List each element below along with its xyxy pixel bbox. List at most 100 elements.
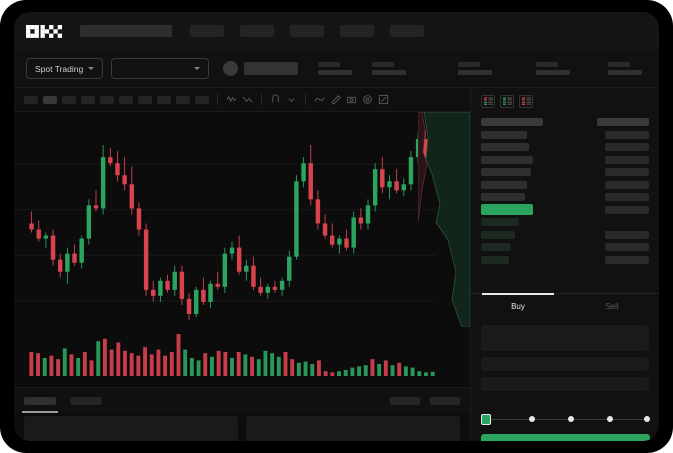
price-chart[interactable] [14,112,470,387]
tab-buy[interactable]: Buy [471,292,565,319]
both-icon[interactable] [481,95,495,108]
slider-stop-50[interactable] [568,416,574,422]
toolbar-divider [217,94,218,105]
market-stat-label [458,62,481,67]
market-stat-1 [372,62,407,75]
market-stat-label [536,62,559,67]
fullscreen-icon[interactable] [378,94,389,105]
bottom-tab-1[interactable] [70,396,102,405]
indicator-icon[interactable] [226,94,237,105]
orderbook-row[interactable] [481,179,649,192]
slider-stop-25[interactable] [529,416,535,422]
orderbook-amount [605,168,649,177]
orderbook-row[interactable] [481,191,649,204]
pair-price-value [244,62,299,75]
nav-item-3[interactable] [340,25,374,37]
trading-mode-selector[interactable]: Spot Trading [26,58,104,79]
timeframe-button-9[interactable] [195,95,209,104]
bottom-action-0[interactable] [390,396,420,405]
market-stat-value [318,70,353,75]
toolbar-divider [261,94,262,105]
orderbook-amount [605,205,649,214]
nav-item-2[interactable] [290,25,324,37]
orderbook-row[interactable] [481,229,649,242]
orderbook-row[interactable] [481,129,649,142]
market-stat-2 [458,62,493,75]
order-book[interactable] [471,112,659,302]
bottom-card-1[interactable] [246,416,460,441]
orderbook-row[interactable] [481,204,649,217]
camera-icon[interactable] [346,94,357,105]
search-input[interactable] [80,25,172,37]
timeframe-button-4[interactable] [100,95,114,104]
slider-stop-75[interactable] [607,416,613,422]
screen: Spot Trading [14,12,659,441]
slider-track [485,419,648,420]
top-navigation-bar [14,12,659,50]
orderbook-amount [605,193,649,202]
orderbook-amount [605,155,649,164]
timeframe-button-1[interactable] [43,95,57,104]
market-stat-label [372,62,395,67]
orderbook-row[interactable] [481,141,649,154]
market-stat-value [458,70,493,75]
orderbook-ask-price [481,143,529,152]
market-info-bar: Spot Trading [14,50,659,88]
line-chart-icon[interactable] [314,94,325,105]
pair-token-avatar [223,61,239,76]
bottom-tab-actions [390,396,460,405]
timeframe-button-0[interactable] [24,95,38,104]
chart-toolbar [14,88,470,112]
bottom-tab-0[interactable] [22,396,58,413]
bottom-card-0[interactable] [24,416,238,441]
orderbook-ask-price [481,168,531,177]
orderbook-view-modes [471,88,659,112]
compare-icon[interactable] [242,94,253,105]
orderbook-ask-price [481,155,533,164]
order-price-field[interactable] [481,325,649,351]
orderbook-amount [605,218,649,226]
pair-selector[interactable] [111,58,210,79]
bids-icon[interactable] [500,95,514,108]
orderbook-row[interactable] [481,216,649,229]
chevron-down-icon[interactable] [286,94,297,105]
ruler-icon[interactable] [330,94,341,105]
bottom-action-1[interactable] [430,396,460,405]
market-depth-overlay [418,112,470,327]
orderbook-amount [605,255,649,264]
timeframe-button-2[interactable] [62,95,76,104]
orderbook-row[interactable] [481,116,649,129]
order-total-field[interactable] [481,377,649,391]
market-stat-value [536,70,571,75]
candlestick-series [29,130,435,320]
timeframe-button-5[interactable] [119,95,133,104]
tab-sell[interactable]: Sell [605,302,619,311]
timeframe-button-7[interactable] [157,95,171,104]
settings-icon[interactable] [362,94,373,105]
orderbook-row[interactable] [481,154,649,167]
timeframe-button-8[interactable] [176,95,190,104]
chevron-down-icon [88,67,95,70]
slider-handle[interactable] [481,414,491,425]
orderbook-row[interactable] [481,254,649,267]
order-amount-slider[interactable] [481,413,650,427]
asks-icon[interactable] [519,95,533,108]
volume-series [29,334,435,376]
nav-item-1[interactable] [240,25,274,37]
orderbook-row[interactable] [481,241,649,254]
nav-item-4[interactable] [390,25,424,37]
orderbook-amount [597,118,649,127]
slider-stop-100[interactable] [644,416,650,422]
place-order-button[interactable] [481,434,650,441]
order-amount-field[interactable] [481,357,649,371]
nav-item-0[interactable] [190,25,224,37]
timeframe-button-6[interactable] [138,95,152,104]
okx-logo[interactable] [26,24,66,38]
alert-icon[interactable] [270,94,281,105]
market-stat-0 [318,62,353,75]
timeframe-button-3[interactable] [81,95,95,104]
orderbook-row[interactable] [481,166,649,179]
bottom-panel-cards [14,416,470,441]
orderbook-trade-panel: Buy Sell [470,88,659,441]
